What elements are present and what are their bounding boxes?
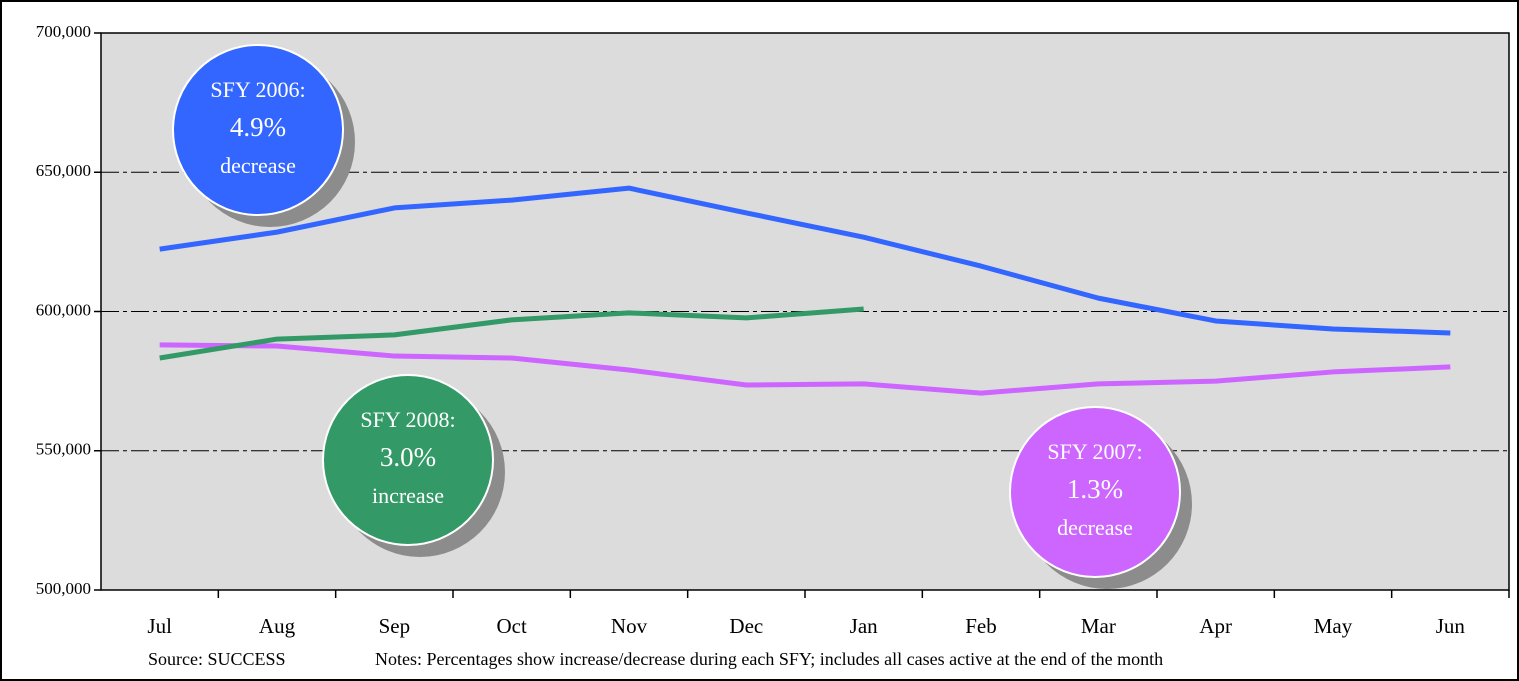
bubble-change: 4.9% xyxy=(230,112,286,142)
bubble-direction: decrease xyxy=(220,153,296,178)
bubble-direction: increase xyxy=(372,483,444,508)
x-tick-label: Jul xyxy=(147,614,172,638)
x-tick-label: Oct xyxy=(497,614,527,638)
x-tick-label: Apr xyxy=(1199,614,1232,638)
series-line xyxy=(159,185,1451,336)
bubble-name: SFY 2006: xyxy=(210,77,305,102)
x-tick-label: Nov xyxy=(611,614,648,638)
y-tick-label: 700,000 xyxy=(36,22,91,41)
x-tick-label: Dec xyxy=(729,614,763,638)
x-tick-label: Jun xyxy=(1436,614,1466,638)
plot-border xyxy=(100,32,1510,591)
x-tick-label: Sep xyxy=(379,614,411,638)
bubble-direction: decrease xyxy=(1057,515,1133,540)
y-tick-label: 600,000 xyxy=(36,300,91,319)
x-tick-label: May xyxy=(1314,614,1353,638)
bubble xyxy=(1009,406,1181,578)
x-tick-label: Feb xyxy=(965,614,997,638)
series-line xyxy=(159,342,1451,396)
bubble-name: SFY 2008: xyxy=(360,407,455,432)
x-tick-label: Aug xyxy=(259,614,296,638)
x-tick-label: Jan xyxy=(850,614,878,638)
bubble-change: 3.0% xyxy=(380,442,436,472)
y-tick-label: 650,000 xyxy=(36,161,91,180)
y-tick-label: 550,000 xyxy=(36,440,91,459)
bubble xyxy=(172,44,344,216)
notes: Notes: Percentages show increase/decreas… xyxy=(375,649,1163,669)
bubble-name: SFY 2007: xyxy=(1047,439,1142,464)
bubble xyxy=(322,374,494,546)
series-line xyxy=(159,306,864,361)
y-tick-label: 500,000 xyxy=(36,579,91,598)
x-tick-label: Mar xyxy=(1081,614,1116,638)
source: Source: SUCCESS xyxy=(148,649,286,669)
bubble-change: 1.3% xyxy=(1067,474,1123,504)
